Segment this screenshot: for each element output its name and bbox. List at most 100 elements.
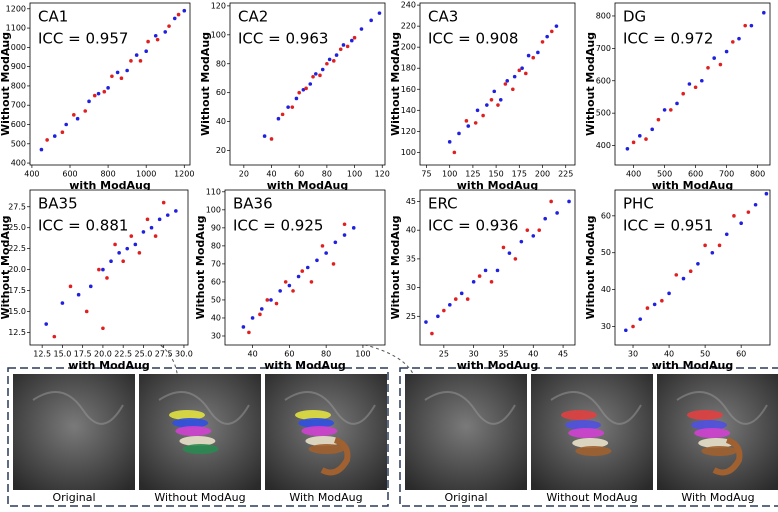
point (134, 53, 139, 57)
point (624, 328, 628, 333)
chart: 400 600 800 1000 1200 400 500 600 700 800 900 1000 1… (0, 2, 194, 192)
point (39, 147, 44, 152)
point (305, 265, 310, 270)
point (377, 11, 382, 15)
x-tick-label: 30 (628, 350, 638, 359)
x-tick-label: 12.5 (33, 350, 51, 359)
chart: 40 60 80 100 30 40 50 60 70 80 90 100 110 BA36 ICC = 0… (194, 187, 386, 372)
point (739, 221, 743, 226)
segmentation (175, 426, 212, 436)
segmentation (572, 438, 609, 448)
point (465, 297, 470, 301)
x-tick-label: 20.0 (94, 350, 112, 359)
y-tick-label: 110 (206, 187, 221, 196)
point (631, 140, 636, 145)
segmentation (694, 428, 731, 438)
image-caption: Without ModAug (154, 491, 245, 504)
point (669, 108, 673, 112)
point (688, 269, 693, 273)
y-tick-label: 45 (406, 197, 416, 206)
point (324, 251, 328, 255)
point (496, 103, 500, 107)
point (75, 116, 80, 121)
x-tick-label: 200 (535, 170, 550, 179)
point (447, 140, 452, 144)
point (83, 109, 88, 113)
y-tick-label: 40 (216, 117, 226, 126)
point (459, 291, 464, 296)
y-axis-label: Without ModAug (389, 215, 402, 319)
y-tick-label: 900 (11, 62, 26, 71)
point (638, 134, 642, 138)
chart-title: DG (623, 8, 646, 26)
point (452, 150, 457, 155)
y-axis-label: Without ModAug (194, 215, 207, 319)
segmentation (301, 426, 338, 436)
y-tick-label: 400 (596, 141, 611, 150)
y-tick-label: 60 (216, 88, 226, 97)
image-caption: With ModAug (289, 491, 362, 504)
y-tick-label: 27.5 (8, 202, 26, 211)
plot-frame (419, 189, 576, 346)
point (501, 245, 506, 250)
segmentation-extension (320, 437, 351, 476)
point (341, 43, 346, 47)
point (60, 130, 65, 135)
annotation: ICC = 0.957 (38, 30, 128, 48)
x-tick-label: 25 (439, 350, 449, 359)
x-tick-label: 500 (657, 170, 672, 179)
point (555, 211, 559, 215)
point (144, 49, 148, 54)
y-tick-label: 30 (601, 322, 611, 331)
point (88, 284, 93, 289)
x-tick-label: 60 (294, 170, 304, 179)
point (436, 314, 440, 319)
point (92, 93, 97, 98)
point (424, 320, 428, 324)
point (129, 234, 134, 238)
x-tick-label: 27.5 (155, 350, 173, 359)
point (333, 240, 338, 245)
y-tick-label: 600 (11, 120, 26, 129)
y-tick-label: 200 (401, 43, 416, 52)
point (681, 276, 686, 281)
y-tick-label: 120 (401, 127, 416, 136)
point (495, 268, 500, 273)
image-caption: Original (444, 491, 487, 504)
x-tick-label: 60 (284, 350, 294, 359)
point (165, 213, 170, 217)
point (475, 108, 480, 113)
point (650, 127, 654, 132)
point (102, 89, 107, 94)
point (110, 74, 114, 79)
point (325, 61, 329, 66)
y-tick-label: 90 (211, 223, 221, 232)
annotation: ICC = 0.908 (428, 30, 518, 48)
x-tick-label: 150 (488, 170, 503, 179)
point (265, 298, 270, 302)
mri-texture (550, 391, 642, 425)
point (644, 137, 648, 141)
chart: 400 500 600 700 800 400 500 600 700 800 DG ICC = 0.… (584, 2, 771, 192)
point (269, 137, 274, 141)
point (96, 91, 101, 96)
y-tick-label: 50 (211, 295, 221, 304)
point (764, 191, 769, 196)
y-tick-label: 400 (11, 159, 26, 168)
x-tick-label: 20 (239, 170, 249, 179)
chart-title: BA36 (233, 195, 273, 213)
point (269, 298, 273, 302)
point (72, 113, 76, 117)
x-axis-label: with ModAug (457, 179, 538, 192)
point (338, 47, 343, 52)
y-tick-label: 100 (211, 30, 226, 39)
point (549, 199, 553, 204)
point (174, 209, 178, 213)
point (473, 121, 478, 125)
point (567, 199, 571, 204)
point (311, 74, 315, 79)
point (163, 30, 168, 34)
y-axis-label: Without ModAug (199, 32, 212, 136)
point (505, 79, 510, 83)
point (304, 86, 308, 91)
